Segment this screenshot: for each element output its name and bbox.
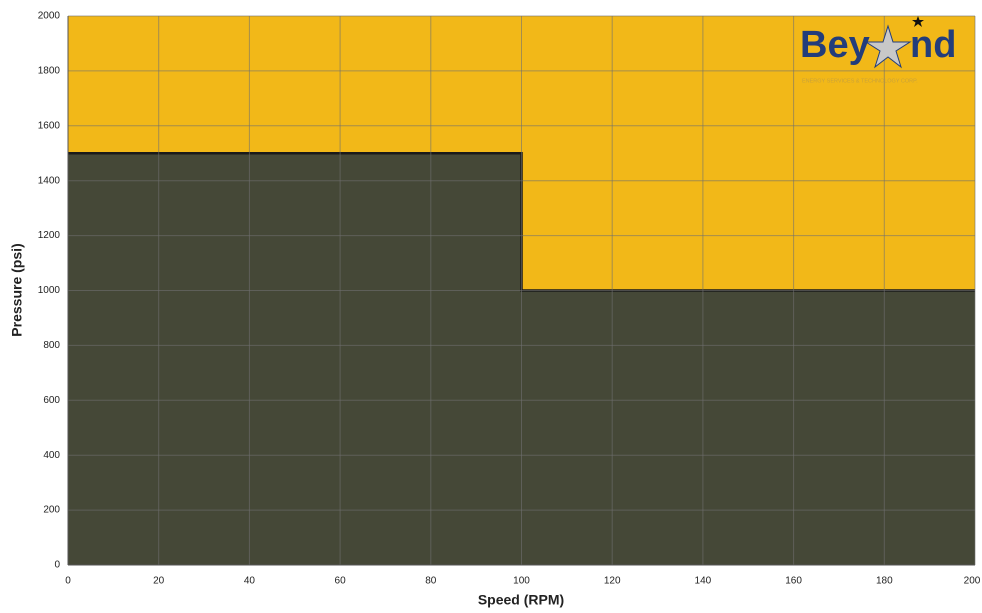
y-tick-label: 1000 <box>38 285 61 296</box>
y-tick-label: 2000 <box>38 11 61 22</box>
logo-text: Bey <box>800 24 870 66</box>
y-tick-label: 1800 <box>38 66 61 77</box>
x-tick-label: 80 <box>425 576 437 587</box>
x-axis-label: Speed (RPM) <box>478 592 564 608</box>
x-tick-label: 180 <box>876 576 893 587</box>
y-tick-label: 1200 <box>38 230 61 241</box>
x-tick-label: 60 <box>335 576 347 587</box>
y-tick-label: 400 <box>43 450 60 461</box>
logo-small-star <box>912 16 924 27</box>
y-tick-label: 0 <box>54 560 60 571</box>
y-tick-label: 800 <box>43 340 60 351</box>
y-tick-label: 1400 <box>38 175 61 186</box>
y-tick-label: 200 <box>43 505 60 516</box>
y-axis-label: Pressure (psi) <box>9 243 25 336</box>
x-tick-label: 200 <box>964 576 981 587</box>
y-tick-label: 600 <box>43 395 60 406</box>
y-tick-label: 1600 <box>38 120 61 131</box>
plot <box>67 15 976 566</box>
logo-star <box>864 24 912 69</box>
x-tick-label: 160 <box>785 576 802 587</box>
x-tick-label: 20 <box>153 576 165 587</box>
x-tick-label: 140 <box>695 576 712 587</box>
logo-tagline: ENERGY SERVICES & TECHNOLOGY CORP. <box>802 78 918 84</box>
x-tick-label: 120 <box>604 576 621 587</box>
logo: Bey nd ENERGY SERVICES & TECHNOLOGY CORP… <box>800 16 956 84</box>
x-tick-label: 0 <box>65 576 71 587</box>
x-tick-label: 40 <box>244 576 256 587</box>
logo-text: nd <box>910 24 956 66</box>
x-tick-label: 100 <box>513 576 530 587</box>
